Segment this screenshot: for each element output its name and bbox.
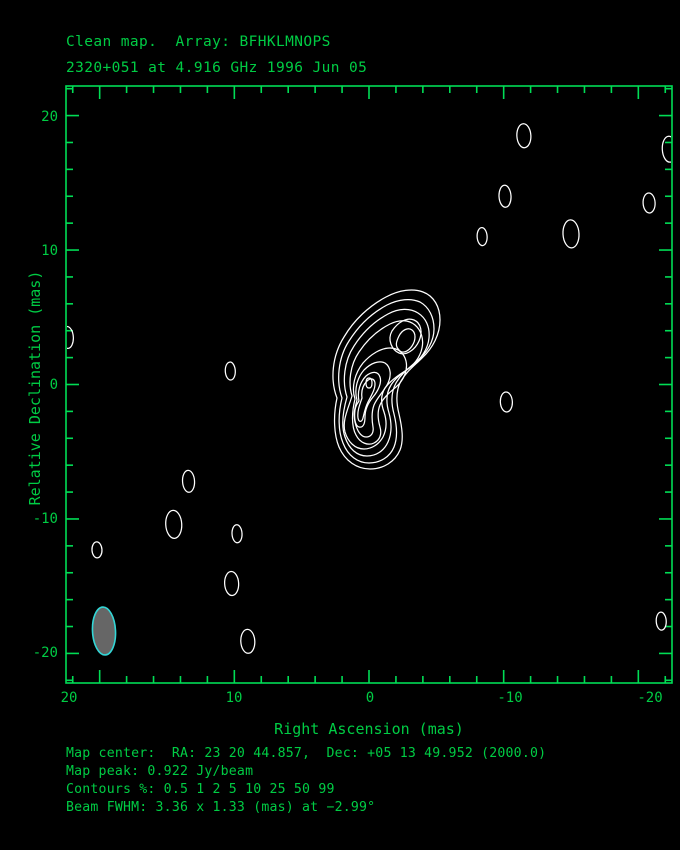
contour-level-25-lobe (395, 328, 416, 353)
x-tick-label-m10: -10 (497, 690, 523, 706)
contour-level-10-core (351, 347, 408, 445)
contour-level-50-core (354, 371, 382, 428)
noise-island (655, 611, 667, 631)
contour-level-10-lobe (389, 318, 422, 355)
y-tick-label-20: 20 (41, 109, 58, 125)
beam-fwhm-line: Beam FWHM: 3.36 x 1.33 (mas) at −2.99° (66, 800, 376, 815)
noise-island (516, 123, 532, 149)
map-center-line: Map center: RA: 23 20 44.857, Dec: +05 1… (66, 746, 547, 761)
noise-island (661, 135, 671, 163)
noise-island (499, 391, 513, 413)
noise-island (67, 325, 74, 350)
contours-line: Contours %: 0.5 1 2 5 10 25 50 99 (66, 782, 335, 797)
x-tick-label-10: 10 (225, 690, 243, 706)
contour-field (332, 289, 441, 470)
y-tick-label-m10: -10 (32, 511, 58, 527)
contour-level-5 (343, 320, 424, 450)
map-title-line: Clean map. Array: BFHKLMNOPS (66, 34, 331, 50)
contour-level-99-peak (365, 377, 373, 389)
noise-islands (67, 123, 671, 654)
plot-frame (65, 85, 673, 684)
noise-island (231, 524, 243, 544)
noise-island (165, 509, 183, 539)
noise-island (240, 628, 256, 654)
source-info-line: 2320+051 at 4.916 GHz 1996 Jun 05 (66, 60, 368, 76)
y-tick-label-m20: -20 (32, 645, 58, 661)
x-tick-label-0: 0 (365, 690, 375, 706)
noise-island (181, 469, 196, 493)
x-axis-title: Right Ascension (mas) (274, 720, 464, 738)
noise-island (476, 226, 488, 247)
contour-level-0p5 (332, 289, 441, 470)
beam-ellipse (91, 606, 117, 656)
y-axis-title: Relative Declination (mas) (26, 270, 44, 506)
noise-island (223, 570, 240, 597)
map-peak-line: Map peak: 0.922 Jy/beam (66, 764, 254, 779)
noise-island (224, 361, 236, 381)
y-tick-label-10: 10 (41, 243, 58, 259)
x-tick-label-m20: -20 (637, 690, 663, 706)
contour-level-25-core (353, 361, 391, 438)
noise-island (562, 219, 580, 249)
noise-island (91, 541, 103, 559)
x-tick-label-20: 20 (60, 690, 78, 706)
axis-ticks (66, 86, 672, 683)
noise-island (642, 192, 656, 214)
noise-island (498, 184, 512, 208)
contour-level-50-inner (357, 378, 376, 422)
y-tick-label-0: 0 (49, 377, 58, 393)
